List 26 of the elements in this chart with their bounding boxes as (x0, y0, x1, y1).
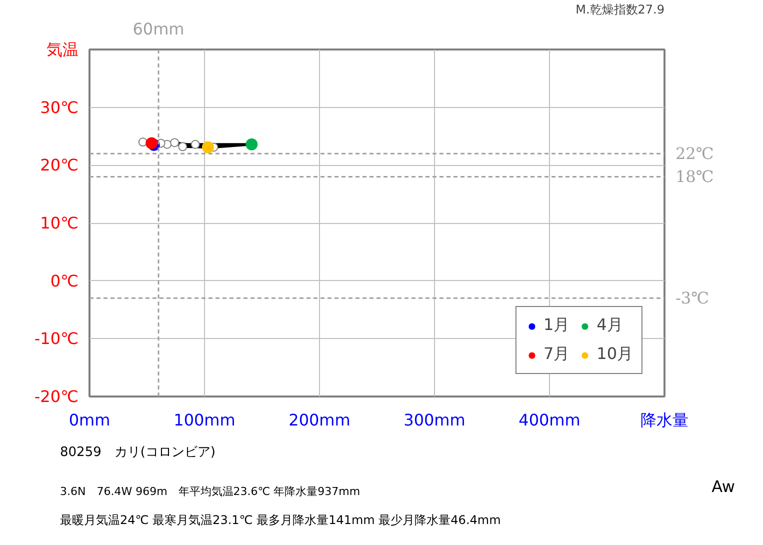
text: 80259 カリ(コロンビア) (60, 444, 216, 462)
ref-line-label: 18℃ (676, 167, 714, 186)
ref-line-label: -3℃ (676, 288, 709, 308)
x-tick-label: 0mm (68, 410, 110, 430)
x-tick-label: 200mm (288, 410, 350, 430)
y-axis-title: 気温 (46, 40, 78, 59)
legend-label: 1月 (543, 315, 570, 336)
y-tick-label: 30℃ (40, 98, 78, 117)
x-axis-title: 降水量 (640, 410, 688, 430)
legend-label: 10月 (596, 344, 633, 365)
ref-line-label: 22℃ (676, 144, 714, 164)
y-tick-label: 10℃ (40, 214, 78, 232)
y-tick-label: -10℃ (34, 329, 79, 348)
x-tick-label: 100mm (174, 410, 236, 430)
y-tick-label: -20℃ (34, 387, 79, 406)
text: 最暖月気温24℃ 最寒月気温23.1℃ 最多月降水量141mm 最少月降水量46.4mm (60, 512, 501, 529)
y-tick-label: 20℃ (40, 156, 78, 175)
text: Aw (712, 476, 735, 498)
legend-label: 4月 (596, 315, 623, 336)
text: M.乾燥指数27.9 (576, 2, 665, 16)
y-tick-label: 0℃ (50, 271, 79, 290)
legend-label: 7月 (543, 344, 570, 365)
ref-line-label: 60mm (132, 20, 184, 38)
x-tick-label: 300mm (404, 410, 466, 430)
x-tick-label: 400mm (518, 410, 580, 430)
text: 3.6N 76.4W 969m 年平均気温23.6℃ 年降水量937mm (60, 484, 360, 500)
